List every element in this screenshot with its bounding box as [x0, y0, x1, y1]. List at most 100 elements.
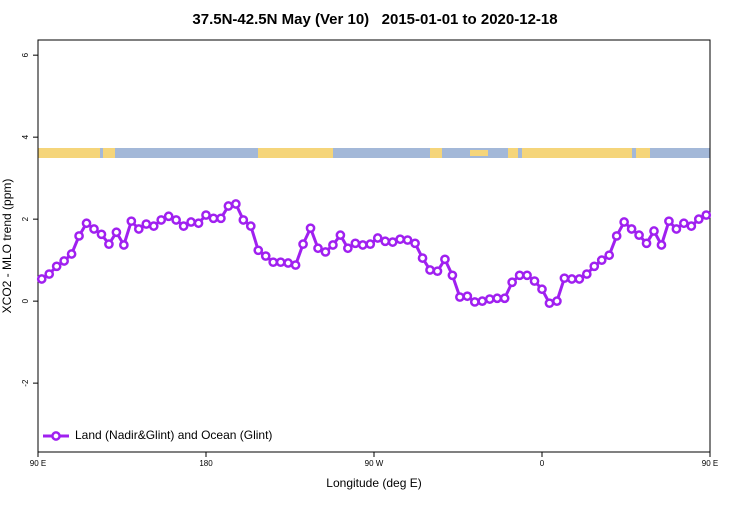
x-tick-label: 180	[199, 459, 213, 468]
point	[499, 293, 510, 304]
point	[567, 274, 577, 284]
point	[679, 218, 689, 229]
point	[693, 214, 704, 224]
point	[604, 250, 615, 261]
point	[447, 270, 458, 281]
x-tick-label: 90 W	[365, 459, 384, 468]
point	[372, 233, 383, 243]
point	[559, 273, 570, 284]
point	[701, 210, 712, 220]
point	[581, 269, 592, 279]
point	[417, 253, 428, 263]
point	[268, 257, 279, 268]
point	[484, 294, 495, 304]
point	[104, 239, 114, 250]
point	[290, 260, 301, 270]
point	[589, 261, 600, 272]
point	[350, 238, 361, 249]
point	[111, 227, 122, 238]
point	[216, 213, 226, 224]
point	[477, 296, 488, 306]
y-tick-label: 6	[21, 52, 30, 57]
point	[619, 217, 629, 227]
point	[178, 221, 189, 231]
point	[148, 221, 159, 231]
point	[522, 270, 532, 281]
land-mask-band	[38, 148, 710, 158]
point	[283, 258, 293, 268]
point	[89, 224, 99, 234]
point	[343, 243, 353, 254]
x-axis-label: Longitude (deg E)	[326, 476, 421, 490]
point	[74, 231, 84, 241]
point	[611, 231, 622, 241]
y-tick-label: -2	[21, 379, 30, 387]
point	[44, 269, 55, 279]
point	[313, 243, 323, 254]
point	[686, 221, 697, 231]
point	[119, 240, 129, 250]
point	[133, 224, 144, 234]
point	[462, 291, 473, 302]
point	[380, 236, 391, 247]
point	[641, 238, 652, 249]
point	[201, 210, 211, 220]
point	[59, 256, 69, 266]
point	[387, 237, 398, 247]
point	[298, 239, 308, 250]
point	[253, 245, 264, 256]
point	[335, 230, 346, 240]
point	[238, 215, 249, 225]
point	[626, 224, 637, 234]
point	[365, 239, 376, 250]
point	[126, 216, 137, 227]
point	[402, 235, 413, 245]
point	[596, 255, 607, 265]
point	[671, 224, 682, 234]
point	[328, 240, 338, 250]
y-axis-label: XCO2 - MLO trend (ppm)	[0, 179, 14, 314]
legend-marker	[51, 431, 61, 441]
point	[223, 201, 234, 211]
point	[141, 219, 152, 229]
point	[51, 261, 62, 272]
point	[440, 254, 450, 265]
point	[574, 274, 585, 284]
point	[357, 240, 368, 250]
chart-title: 37.5N-42.5N May (Ver 10) 2015-01-01 to 2…	[192, 11, 557, 28]
legend-label: Land (Nadir&Glint) and Ocean (Glint)	[75, 428, 272, 442]
point	[634, 230, 644, 240]
point	[260, 251, 271, 261]
y-tick-label: 4	[21, 134, 30, 139]
y-tick-label: 0	[21, 298, 30, 303]
point	[656, 240, 667, 250]
point	[81, 218, 92, 229]
point	[275, 257, 286, 268]
point	[664, 216, 674, 227]
point	[529, 276, 540, 286]
point	[514, 270, 525, 281]
point	[492, 293, 503, 304]
point	[245, 221, 256, 231]
point	[171, 215, 181, 225]
x-tick-label: 90 E	[30, 459, 46, 468]
point	[432, 266, 443, 277]
point	[649, 226, 659, 236]
point	[544, 298, 555, 309]
point	[208, 213, 219, 224]
point	[193, 218, 204, 229]
point	[186, 217, 196, 227]
point	[507, 277, 517, 288]
point	[156, 215, 167, 225]
point	[36, 274, 47, 284]
y-tick-label: 2	[21, 216, 30, 221]
x-tick-label: 0	[540, 459, 545, 468]
point	[305, 223, 316, 234]
x-tick-label: 90 E	[702, 459, 718, 468]
point	[455, 292, 465, 302]
point	[537, 284, 547, 295]
point	[425, 265, 435, 275]
point	[163, 211, 174, 222]
point	[410, 238, 420, 249]
